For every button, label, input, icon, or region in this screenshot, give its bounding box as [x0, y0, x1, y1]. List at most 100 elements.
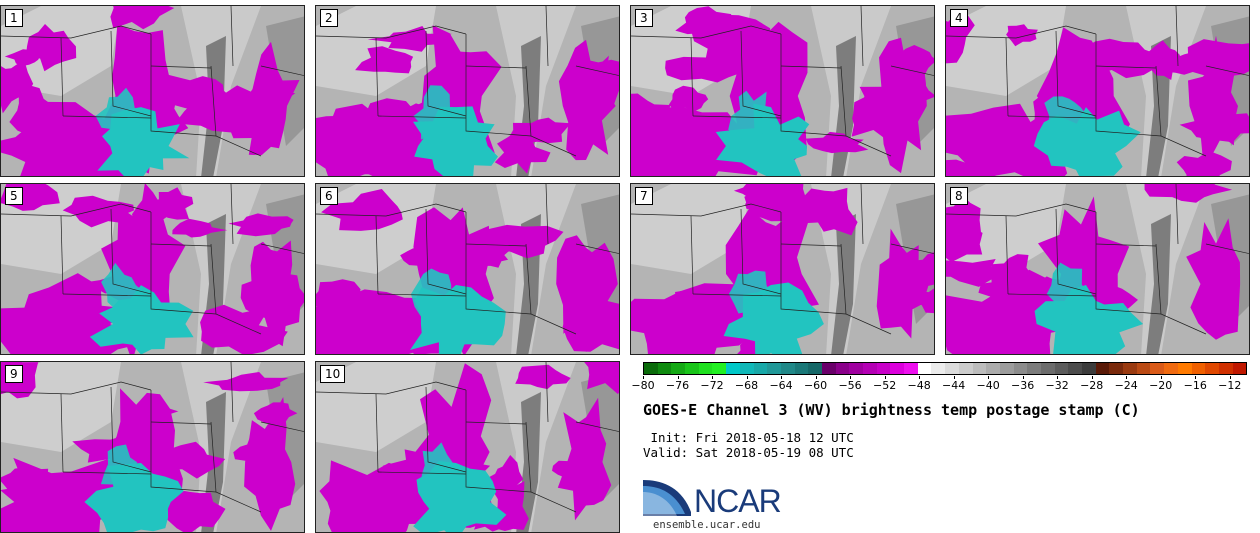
map-panel: 7 — [630, 183, 935, 355]
colorbar-tickmark — [781, 376, 783, 379]
ncar-logo-text: NCAR — [694, 483, 782, 519]
panel-label: 10 — [320, 365, 346, 383]
panel-label: 4 — [950, 9, 968, 27]
colorbar-tickmark — [1160, 376, 1162, 379]
panel-label: 8 — [950, 187, 968, 205]
colorbar-cell — [726, 363, 740, 374]
water-vapor-map — [1, 184, 304, 354]
colorbar-tick-label: −20 — [1149, 379, 1173, 392]
colorbar-cell — [1054, 363, 1069, 374]
colorbar-tick-label: −44 — [942, 379, 966, 392]
map-panel: 1 — [0, 5, 305, 177]
colorbar-tick-label: −36 — [1011, 379, 1035, 392]
colorbar-tickmark — [850, 376, 852, 379]
colorbar — [643, 362, 1247, 375]
colorbar-cell — [917, 363, 932, 374]
water-vapor-map — [316, 362, 619, 532]
colorbar-cell — [808, 363, 822, 374]
colorbar-cell — [739, 363, 754, 374]
colorbar-cell — [712, 363, 727, 374]
water-vapor-map — [631, 184, 934, 354]
colorbar-tickmark — [815, 376, 817, 379]
colorbar-tick-label: −40 — [976, 379, 1000, 392]
colorbar-cell — [1205, 363, 1219, 374]
panel-label: 1 — [5, 9, 23, 27]
water-vapor-map — [1, 6, 304, 176]
colorbar-cell — [863, 363, 877, 374]
colorbar-tickmark — [1126, 376, 1128, 379]
colorbar-cell — [644, 363, 658, 374]
colorbar-cell — [904, 363, 918, 374]
water-vapor-map — [946, 184, 1249, 354]
colorbar-tickmark — [1022, 376, 1024, 379]
colorbar-tickmark — [1229, 376, 1231, 379]
colorbar-cell — [657, 363, 672, 374]
colorbar-cell — [1232, 363, 1247, 374]
colorbar-cell — [1040, 363, 1055, 374]
water-vapor-map — [1, 362, 304, 532]
colorbar-tick-label: −32 — [1045, 379, 1069, 392]
map-panel: 6 — [315, 183, 620, 355]
panel-label: 9 — [5, 365, 23, 383]
colorbar-cell — [1068, 363, 1082, 374]
map-panel: 9 — [0, 361, 305, 533]
colorbar-ticks: −80 −76 −72 −68 −64 −60 −56 −52 −48 −44 −40 −36 −32−… — [631, 376, 1247, 392]
colorbar-cell — [1013, 363, 1028, 374]
panel-label: 6 — [320, 187, 338, 205]
colorbar-tickmark — [643, 376, 644, 379]
water-vapor-map — [316, 184, 619, 354]
colorbar-tick-label: −52 — [872, 379, 897, 392]
colorbar-cell — [1136, 363, 1151, 374]
colorbar-tickmark — [746, 376, 748, 379]
figure-title: GOES-E Channel 3 (WV) brightness temp po… — [643, 401, 1140, 419]
site-url: ensemble.ucar.edu — [653, 519, 761, 531]
ncar-logo-icon — [643, 480, 691, 516]
colorbar-tick-label: −64 — [769, 379, 793, 392]
colorbar-tick-label: −16 — [1183, 379, 1207, 392]
colorbar-tick-label: −12 — [1218, 379, 1242, 392]
colorbar-cell — [753, 363, 768, 374]
map-panel: 10 — [315, 361, 620, 533]
colorbar-tick-label: −56 — [838, 379, 862, 392]
valid-time: Valid: Sat 2018-05-19 08 UTC — [643, 445, 854, 460]
colorbar-cell — [698, 363, 713, 374]
colorbar-cell — [780, 363, 795, 374]
colorbar-tickmark — [712, 376, 714, 379]
panel-label: 2 — [320, 9, 338, 27]
colorbar-cell — [1218, 363, 1233, 374]
colorbar-cell — [999, 363, 1014, 374]
panel-label: 5 — [5, 187, 23, 205]
panel-label: 7 — [635, 187, 653, 205]
colorbar-cell — [671, 363, 686, 374]
colorbar-cell — [890, 363, 905, 374]
colorbar-tickmark — [1195, 376, 1197, 379]
colorbar-tick-label: −68 — [734, 379, 759, 392]
colorbar-cell — [958, 363, 973, 374]
map-panel: 4 — [945, 5, 1250, 177]
colorbar-cell — [986, 363, 1000, 374]
water-vapor-map — [631, 6, 934, 176]
map-panel: 2 — [315, 5, 620, 177]
colorbar-tickmark — [677, 376, 679, 379]
colorbar-tick-label: −80 — [631, 379, 655, 392]
colorbar-tickmark — [919, 376, 921, 379]
water-vapor-map — [316, 6, 619, 176]
colorbar-cell — [1123, 363, 1137, 374]
colorbar-tickmark — [953, 376, 955, 379]
colorbar-tick-label: −28 — [1080, 379, 1104, 392]
colorbar-cell — [835, 363, 850, 374]
colorbar-tick-label: −60 — [803, 379, 828, 392]
panel-label: 3 — [635, 9, 653, 27]
colorbar-tickmark — [1091, 376, 1093, 379]
colorbar-cell — [849, 363, 863, 374]
colorbar-cell — [1177, 363, 1192, 374]
colorbar-cell — [945, 363, 959, 374]
init-time: Init: Fri 2018-05-18 12 UTC — [643, 430, 854, 445]
colorbar-cell — [1164, 363, 1178, 374]
colorbar-cell — [767, 363, 781, 374]
water-vapor-map — [946, 6, 1249, 176]
colorbar-tick-label: −48 — [907, 379, 931, 392]
colorbar-cell — [876, 363, 891, 374]
colorbar-cell — [972, 363, 987, 374]
colorbar-cell — [685, 363, 699, 374]
